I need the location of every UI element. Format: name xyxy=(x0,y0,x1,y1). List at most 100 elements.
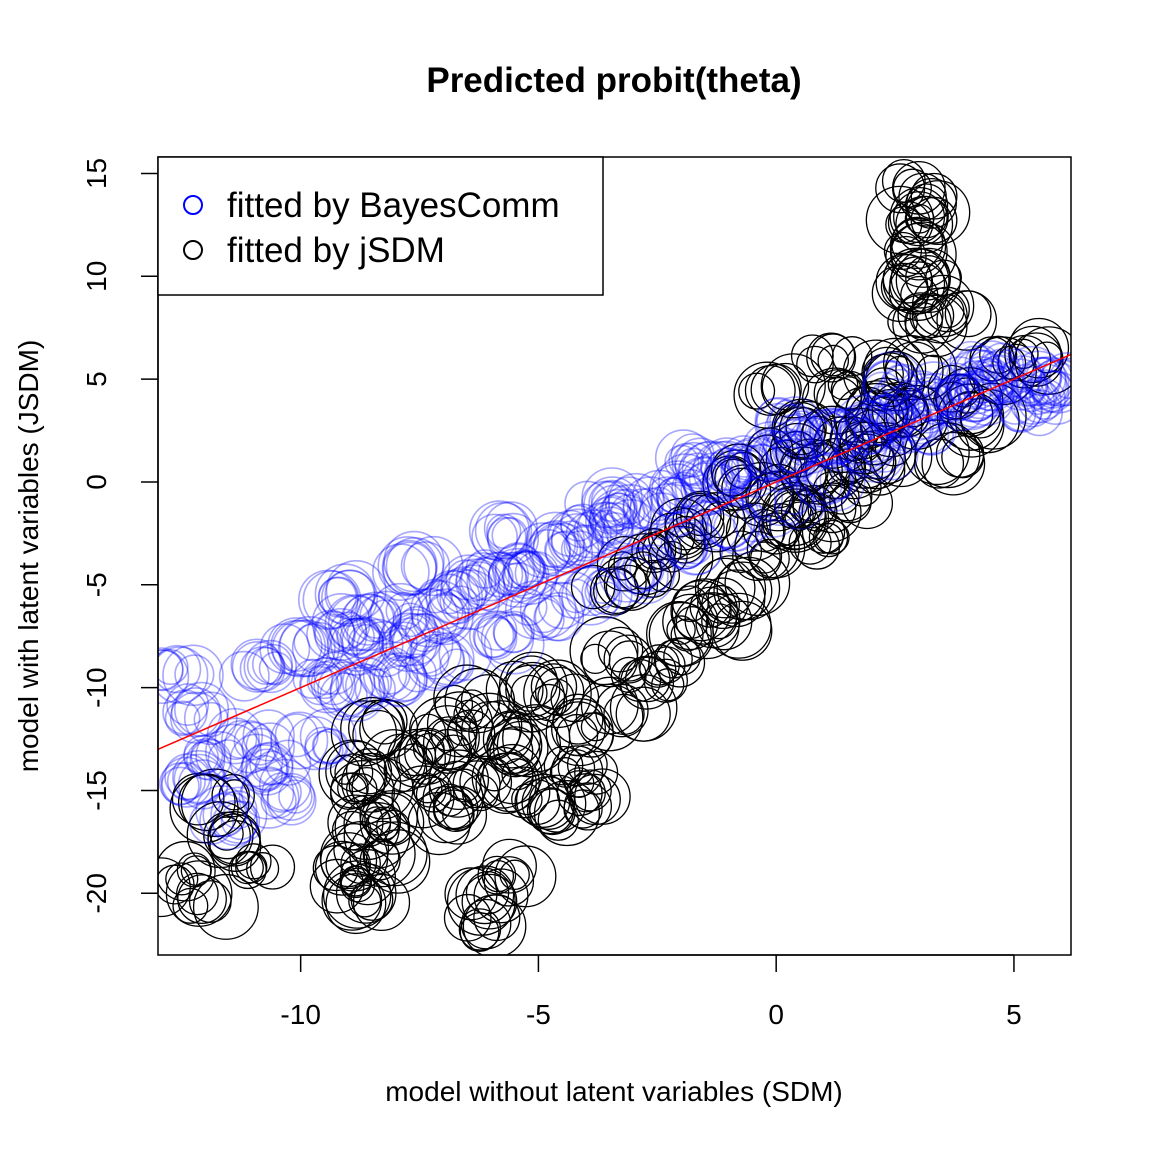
bayescomm-point xyxy=(812,419,858,465)
jsdm-point xyxy=(913,438,965,489)
bayescomm-point xyxy=(765,419,826,480)
bayescomm-point xyxy=(958,370,1015,426)
bayescomm-point xyxy=(622,476,678,531)
bayescomm-point xyxy=(671,441,717,487)
bayescomm-point xyxy=(699,437,754,492)
jsdm-point xyxy=(603,634,653,684)
jsdm-point xyxy=(165,860,233,927)
bayescomm-point xyxy=(846,423,906,483)
bayescomm-point xyxy=(910,386,946,422)
bayescomm-point xyxy=(573,509,618,554)
bayescomm-point xyxy=(319,672,368,721)
bayescomm-point xyxy=(534,592,585,642)
bayescomm-point xyxy=(657,481,699,523)
bayescomm-point xyxy=(884,390,920,427)
bayescomm-point xyxy=(241,744,288,791)
bayescomm-point xyxy=(160,756,213,808)
bayescomm-point xyxy=(344,663,390,709)
bayescomm-point xyxy=(934,356,985,406)
jsdm-point xyxy=(881,158,926,203)
bayescomm-point xyxy=(898,398,945,445)
jsdm-point xyxy=(663,521,706,564)
jsdm-point xyxy=(854,422,917,485)
bayescomm-point xyxy=(1017,379,1062,424)
jsdm-point xyxy=(889,256,946,313)
bayescomm-point xyxy=(678,530,713,565)
bayescomm-point xyxy=(744,444,780,479)
jsdm-point xyxy=(938,391,1005,458)
jsdm-point xyxy=(249,844,296,890)
bayescomm-point xyxy=(170,687,222,738)
bayescomm-point xyxy=(231,641,284,693)
jsdm-point xyxy=(545,698,614,767)
bayescomm-point xyxy=(1024,356,1071,406)
bayescomm-point xyxy=(245,722,295,772)
bayescomm-point xyxy=(487,547,548,608)
bayescomm-point xyxy=(949,370,1002,422)
bayescomm-point xyxy=(468,555,514,602)
bayescomm-point xyxy=(721,445,773,497)
bayescomm-point xyxy=(863,359,911,407)
bayescomm-point xyxy=(324,569,376,620)
bayescomm-point xyxy=(487,512,540,565)
bayescomm-point xyxy=(158,649,184,692)
bayescomm-point xyxy=(202,793,247,838)
bayescomm-point xyxy=(339,617,381,659)
bayescomm-point xyxy=(174,654,215,695)
bayescomm-point xyxy=(804,451,866,512)
bayescomm-point xyxy=(258,651,293,686)
bayescomm-point xyxy=(1040,352,1071,407)
jsdm-point xyxy=(530,663,578,710)
bayescomm-point xyxy=(271,619,330,678)
bayescomm-point xyxy=(1009,379,1056,425)
bayescomm-point xyxy=(758,477,803,523)
jsdm-point xyxy=(499,859,530,891)
jsdm-point xyxy=(320,832,378,890)
jsdm-point xyxy=(638,644,680,686)
jsdm-point xyxy=(898,172,947,222)
bayescomm-point xyxy=(164,753,211,800)
bayescomm-point xyxy=(796,459,834,497)
jsdm-point xyxy=(633,559,673,598)
bayescomm-point xyxy=(655,477,693,514)
bayescomm-point xyxy=(492,543,546,597)
bayescomm-point xyxy=(164,700,201,737)
bayescomm-point xyxy=(876,396,934,455)
jsdm-point xyxy=(430,719,463,752)
bayescomm-point xyxy=(439,648,475,684)
bayescomm-point xyxy=(460,561,500,601)
jsdm-point xyxy=(309,858,365,914)
bayescomm-point xyxy=(547,508,609,570)
bayescomm-point xyxy=(1001,345,1063,407)
jsdm-point xyxy=(321,869,383,931)
jsdm-point xyxy=(566,773,606,813)
jsdm-point xyxy=(675,492,725,542)
jsdm-point xyxy=(631,528,677,574)
jsdm-point xyxy=(796,345,834,384)
bayescomm-point xyxy=(350,591,402,643)
bayescomm-point xyxy=(699,512,739,552)
bayescomm-point xyxy=(954,368,1005,420)
bayescomm-point xyxy=(885,406,932,453)
bayescomm-point xyxy=(270,619,323,672)
jsdm-point xyxy=(921,431,986,496)
bayescomm-point xyxy=(240,766,295,820)
bayescomm-point xyxy=(532,523,579,569)
bayescomm-point xyxy=(1019,377,1058,415)
bayescomm-point xyxy=(614,547,662,594)
jsdm-point xyxy=(670,618,704,652)
jsdm-point xyxy=(348,884,382,918)
bayescomm-point xyxy=(468,612,515,659)
bayescomm-point xyxy=(472,614,516,659)
bayescomm-point xyxy=(417,578,453,614)
jsdm-point xyxy=(888,261,949,321)
bayescomm-point xyxy=(592,506,630,545)
bayescomm-point xyxy=(169,691,223,744)
jsdm-point xyxy=(885,235,927,278)
bayescomm-point xyxy=(785,430,822,467)
bayescomm-point xyxy=(313,651,357,695)
jsdm-point xyxy=(806,332,857,383)
jsdm-point xyxy=(697,577,749,630)
jsdm-point xyxy=(875,163,926,214)
jsdm-point xyxy=(171,772,225,826)
